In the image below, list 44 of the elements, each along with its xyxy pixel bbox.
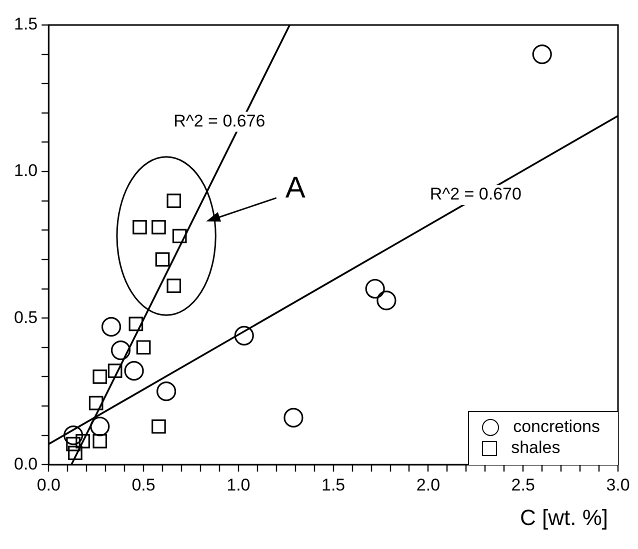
x-tick-label: 2.5 [511,475,535,494]
point [108,364,122,378]
point [234,326,254,346]
x-tick-label: 3.0 [606,475,630,494]
legend-label: shales [511,438,560,458]
y-tick-label: 0.5 [14,308,38,327]
point [532,44,552,64]
annotation: A [285,171,306,204]
annotation: R^2 = 0.670 [430,184,522,204]
point [166,278,182,293]
point [132,220,147,234]
point [92,370,108,384]
point [68,446,82,460]
y-tick-label: 1.0 [14,161,38,180]
legend-label: concretions [513,417,600,438]
point [88,396,104,410]
point [284,408,304,428]
x-tick-label: 2.0 [416,475,440,494]
annotation: R^2 = 0.676 [174,111,266,130]
point [156,382,176,402]
point [365,278,385,299]
point [124,361,144,381]
x-tick-label: 1.0 [226,475,250,494]
point [136,340,151,355]
point [66,436,80,452]
point [101,317,122,337]
x-tick-label: 0.0 [36,475,60,494]
point [152,220,166,234]
x-tick-label: 1.5 [321,475,346,494]
y-tick-label: 1.5 [14,14,38,34]
point [152,419,166,434]
point [376,290,396,310]
x-axis-title: C [wt. %] [520,505,608,531]
point [92,434,108,448]
point [166,194,182,208]
point [155,252,170,267]
point [64,425,84,446]
y-tick-label: 0.0 [14,454,38,474]
point [110,340,131,360]
point [128,316,144,332]
x-tick-label: 0.5 [132,475,156,494]
point [90,416,110,436]
point [76,434,90,448]
point [172,228,187,244]
